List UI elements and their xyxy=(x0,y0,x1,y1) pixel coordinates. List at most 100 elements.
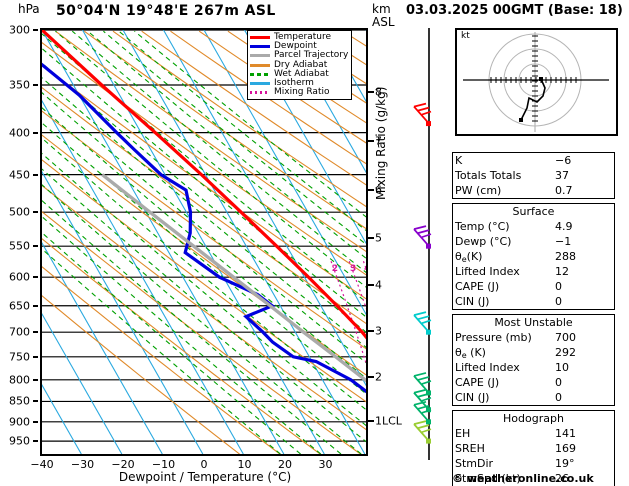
height-tick xyxy=(368,189,374,192)
dry-adiabat-line xyxy=(42,295,240,454)
pressure-tick xyxy=(33,355,38,358)
pressure-tick xyxy=(33,440,38,443)
temperature-tick-label: −40 xyxy=(30,458,54,471)
station-coordinates-label: 50°04'N 19°48'E 267m ASL xyxy=(56,3,276,19)
temperature-tick-label: 20 xyxy=(278,458,292,471)
stability-indices-panel: K −6 Totals Totals 37 PW (cm) 0.7 xyxy=(452,152,615,199)
panel-row-value: 12 xyxy=(555,265,569,278)
panel-row: Totals Totals 37 xyxy=(453,168,614,183)
dry-adiabat-line xyxy=(55,30,366,253)
wet-adiabat-line xyxy=(42,62,366,333)
dry-adiabat-line xyxy=(42,41,366,276)
temperature-tick-label: −30 xyxy=(70,458,95,471)
skewt-overlay: 2345810152025 xyxy=(42,30,366,454)
panel-row-key: CIN (J) xyxy=(455,391,490,404)
wind-barb-stroke xyxy=(421,380,432,385)
panel-row-key: θe (K) xyxy=(455,346,486,360)
pressure-tick-label: 350 xyxy=(9,78,30,92)
pressure-tick xyxy=(33,173,38,176)
panel-row-key: StmDir xyxy=(455,457,494,470)
wet-adiabat-line xyxy=(42,33,366,303)
hodograph-plot: kt xyxy=(455,28,618,136)
wind-barb-stroke xyxy=(421,233,432,238)
pressure-tick-label: 450 xyxy=(9,168,30,182)
wind-barb-stroke xyxy=(413,102,427,108)
panel-row-value: 37 xyxy=(555,169,569,182)
legend-label: Wet Adiabat xyxy=(274,68,329,79)
wind-barb-stroke xyxy=(413,388,427,394)
panel-row: SREH 169 xyxy=(453,441,614,456)
panel-row: Lifted Index 10 xyxy=(453,360,614,375)
height-tick-label: 4 xyxy=(375,278,382,292)
wind-barb-stroke xyxy=(417,106,430,112)
height-tick xyxy=(368,420,374,423)
wet-adiabat-line xyxy=(42,248,281,454)
panel-row-key: Dewp (°C) xyxy=(455,235,512,248)
pressure-tick xyxy=(33,29,38,31)
legend-swatch-parcel-trajectory xyxy=(250,54,270,58)
wind-barb-stroke xyxy=(413,420,427,425)
panel-row-value: 0 xyxy=(555,280,562,293)
height-tick-label: 5 xyxy=(375,231,382,245)
hodograph-stats-panel: Hodograph EH 141 SREH 169 StmDir 19° StmSpd (kt… xyxy=(452,410,615,486)
pressure-tick xyxy=(33,400,38,403)
height-tick-label: 3 xyxy=(375,324,382,338)
panel-row-key: StmSpd (kt) xyxy=(455,472,521,485)
panel-row-value: 169 xyxy=(555,442,576,455)
pressure-tick xyxy=(33,245,38,248)
wind-barb-stroke xyxy=(421,110,432,116)
height-tick xyxy=(368,91,374,94)
height-axis-unit-label-km: km xyxy=(372,2,391,16)
dry-adiabat-line xyxy=(83,30,366,230)
mixing-ratio-label: 2 xyxy=(331,264,339,275)
wind-barb-stroke xyxy=(413,105,430,125)
panel-row: Pressure (mb) 700 xyxy=(453,330,614,345)
panel-row: CIN (J) 0 xyxy=(453,294,614,309)
legend-label: Temperature xyxy=(274,32,332,42)
wind-barb-stroke xyxy=(413,228,430,247)
dry-adiabat-line xyxy=(42,211,361,454)
wind-barb-stroke xyxy=(413,314,430,333)
dry-adiabat-line xyxy=(141,30,366,186)
pressure-tick xyxy=(33,131,38,134)
pressure-tick-label: 300 xyxy=(9,23,30,37)
dry-adiabat-line xyxy=(112,30,366,208)
wind-barb-stroke xyxy=(413,375,430,394)
panel-row-key: CAPE (J) xyxy=(455,280,500,293)
panel-row: EH 141 xyxy=(453,426,614,441)
pressure-axis-unit-label: hPa xyxy=(18,2,40,16)
legend-label: Parcel Trajectory xyxy=(274,50,349,61)
pressure-tick xyxy=(33,331,38,334)
panel-row: Temp (°C) 4.9 xyxy=(453,219,614,234)
mixing-ratio-axis-label: Mixing Ratio (g/kg) xyxy=(374,86,388,200)
pressure-tick xyxy=(33,304,38,307)
isotherm-line xyxy=(203,30,366,316)
panel-row: CAPE (J) 0 xyxy=(453,375,614,390)
legend-swatch-dewpoint xyxy=(250,45,270,49)
wet-adiabat-line xyxy=(42,77,366,348)
temperature-axis: −40 −30 −20 −10 0 10 20 30 xyxy=(30,456,370,486)
wet-adiabat-line xyxy=(42,92,366,364)
panel-row: θe (K) 292 xyxy=(453,345,614,360)
panel-row-key: Pressure (mb) xyxy=(455,331,532,344)
panel-title: Hodograph xyxy=(503,412,564,425)
mixing-ratio-label: 4 xyxy=(364,264,366,274)
wind-barb-stroke xyxy=(417,424,430,429)
pressure-tick xyxy=(33,276,38,279)
panel-row: StmDir 19° xyxy=(453,456,614,471)
pressure-tick xyxy=(33,211,38,214)
height-axis: 8 7 6 5 4 3 2 1LCL xyxy=(368,28,408,460)
panel-row-key: CAPE (J) xyxy=(455,376,500,389)
panel-row-value: 141 xyxy=(555,427,576,440)
pressure-tick-label: 600 xyxy=(9,270,30,284)
pressure-tick-label: 900 xyxy=(9,415,30,429)
panel-row-value: 0 xyxy=(555,391,562,404)
wet-adiabat-line xyxy=(42,199,342,454)
wind-barb-stroke xyxy=(417,229,430,235)
temperature-tick-label: 30 xyxy=(318,458,333,471)
panel-row-key: Temp (°C) xyxy=(455,220,510,233)
wind-barb-stroke xyxy=(421,319,432,324)
wind-barb-stroke xyxy=(413,404,430,423)
wind-barb-column xyxy=(408,28,450,460)
